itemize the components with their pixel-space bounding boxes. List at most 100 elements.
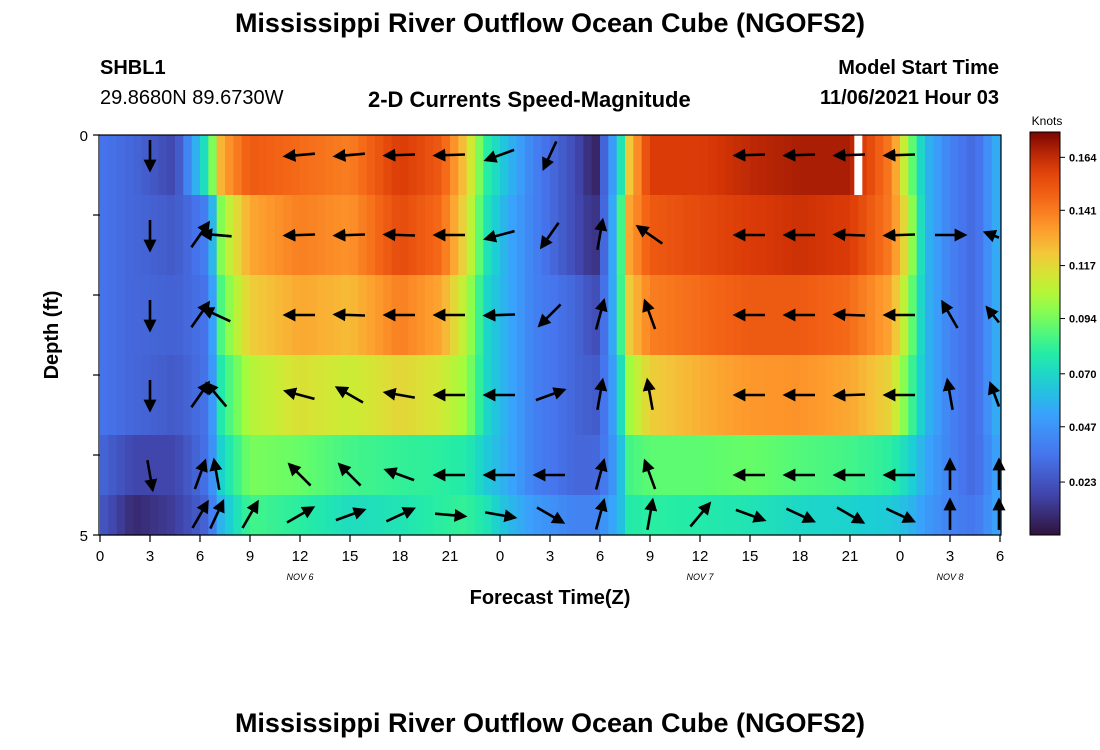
heatmap-cell <box>291 135 301 196</box>
current-vector <box>941 299 959 329</box>
heatmap-cell <box>250 495 259 536</box>
current-vector <box>434 508 468 522</box>
colorbar-tick-label: 0.164 <box>1069 152 1097 164</box>
heatmap-cell <box>541 495 551 536</box>
heatmap-cell <box>325 135 334 196</box>
heatmap-cell <box>100 275 109 356</box>
heatmap-cell <box>708 135 718 196</box>
heatmap-cell <box>833 495 843 536</box>
heatmap-cell <box>491 435 501 496</box>
heatmap-cell <box>400 435 409 496</box>
heatmap-cell <box>283 495 293 536</box>
heatmap-cell <box>375 495 384 536</box>
heatmap-cell <box>566 275 576 356</box>
heatmap-cell <box>266 135 276 196</box>
heatmap-cell <box>616 435 626 496</box>
heatmap-cell <box>125 435 134 496</box>
heatmap-cell <box>633 495 643 536</box>
current-vector <box>642 377 656 411</box>
heatmap-cell <box>275 135 284 196</box>
heatmap-cell <box>566 195 576 276</box>
heatmap-cell <box>425 435 434 496</box>
current-vector <box>282 148 316 162</box>
heatmap-cell <box>716 275 726 356</box>
heatmap-cell <box>425 495 434 536</box>
heatmap-cell <box>341 135 351 196</box>
heatmap-cell <box>891 495 901 536</box>
heatmap-cell <box>875 275 884 356</box>
heatmap-cell <box>950 275 959 356</box>
heatmap-cell <box>958 435 968 496</box>
current-vector <box>282 228 316 242</box>
heatmap-cell <box>358 135 368 196</box>
heatmap-cell <box>708 355 718 436</box>
heatmap-cell <box>525 495 534 536</box>
heatmap-cell <box>933 435 943 496</box>
heatmap-cell <box>466 495 476 536</box>
heatmap-cell <box>741 135 751 196</box>
heatmap-cell <box>666 355 676 436</box>
heatmap-cell <box>841 135 851 196</box>
heatmap-cell <box>150 135 159 196</box>
heatmap-cell <box>608 135 618 196</box>
colorbar-tick-label: 0.094 <box>1069 314 1097 326</box>
current-vector <box>432 148 466 162</box>
heatmap-cell <box>641 495 651 536</box>
heatmap-cell <box>616 355 626 436</box>
current-vector <box>144 459 158 493</box>
heatmap-cell <box>516 495 526 536</box>
date-label: NOV 7 <box>686 572 714 582</box>
heatmap-cell <box>166 195 176 276</box>
heatmap-cell <box>975 135 984 196</box>
station-id: SHBL1 <box>100 57 166 79</box>
heatmap-cell <box>683 275 693 356</box>
heatmap-cell <box>283 355 293 436</box>
current-vector <box>536 506 566 524</box>
heatmap-cell <box>400 135 409 196</box>
heatmap-cell <box>875 195 884 276</box>
heatmap-cell <box>233 355 243 436</box>
current-vector <box>382 228 416 242</box>
heatmap-cell <box>333 355 343 436</box>
heatmap-cell <box>483 495 493 536</box>
page-title: Mississippi River Outflow Ocean Cube (NG… <box>234 8 866 38</box>
current-vector <box>287 462 312 487</box>
heatmap-cell <box>958 275 968 356</box>
heatmap-cell <box>983 275 993 356</box>
heatmap-cell <box>175 135 184 196</box>
heatmap-cell <box>725 495 734 536</box>
heatmap-cell <box>500 135 509 196</box>
heatmap-cell <box>191 135 201 196</box>
heatmap-cell <box>966 195 976 276</box>
heatmap-cell <box>466 195 476 276</box>
heatmap-cell <box>308 355 318 436</box>
current-vector <box>482 229 515 243</box>
heatmap-cell <box>700 275 709 356</box>
current-vector <box>882 228 916 242</box>
heatmap-cell <box>766 495 776 536</box>
heatmap-cell <box>658 135 668 196</box>
heatmap-cell <box>158 355 168 436</box>
heatmap-cell <box>133 435 143 496</box>
heatmap-cell <box>733 135 743 196</box>
heatmap-cell <box>241 495 251 536</box>
heatmap-cell <box>766 195 776 276</box>
heatmap-cell <box>916 135 926 196</box>
heatmap-cell <box>766 435 776 496</box>
heatmap-cell <box>625 195 634 276</box>
current-vector <box>483 148 515 163</box>
heatmap-cell <box>750 435 759 496</box>
heatmap-cell <box>308 495 318 536</box>
heatmap-cell <box>275 495 284 536</box>
current-vector <box>535 387 567 402</box>
heatmap-cell <box>583 435 593 496</box>
heatmap-cell <box>275 435 284 496</box>
heatmap-cell <box>483 195 493 276</box>
heatmap-cell <box>216 355 226 436</box>
heatmap-cell <box>166 355 176 436</box>
heatmap-cell <box>358 495 368 536</box>
heatmap-cell <box>425 135 434 196</box>
heatmap-cell <box>558 135 568 196</box>
heatmap-cell <box>775 135 784 196</box>
heatmap-cell <box>116 355 126 436</box>
